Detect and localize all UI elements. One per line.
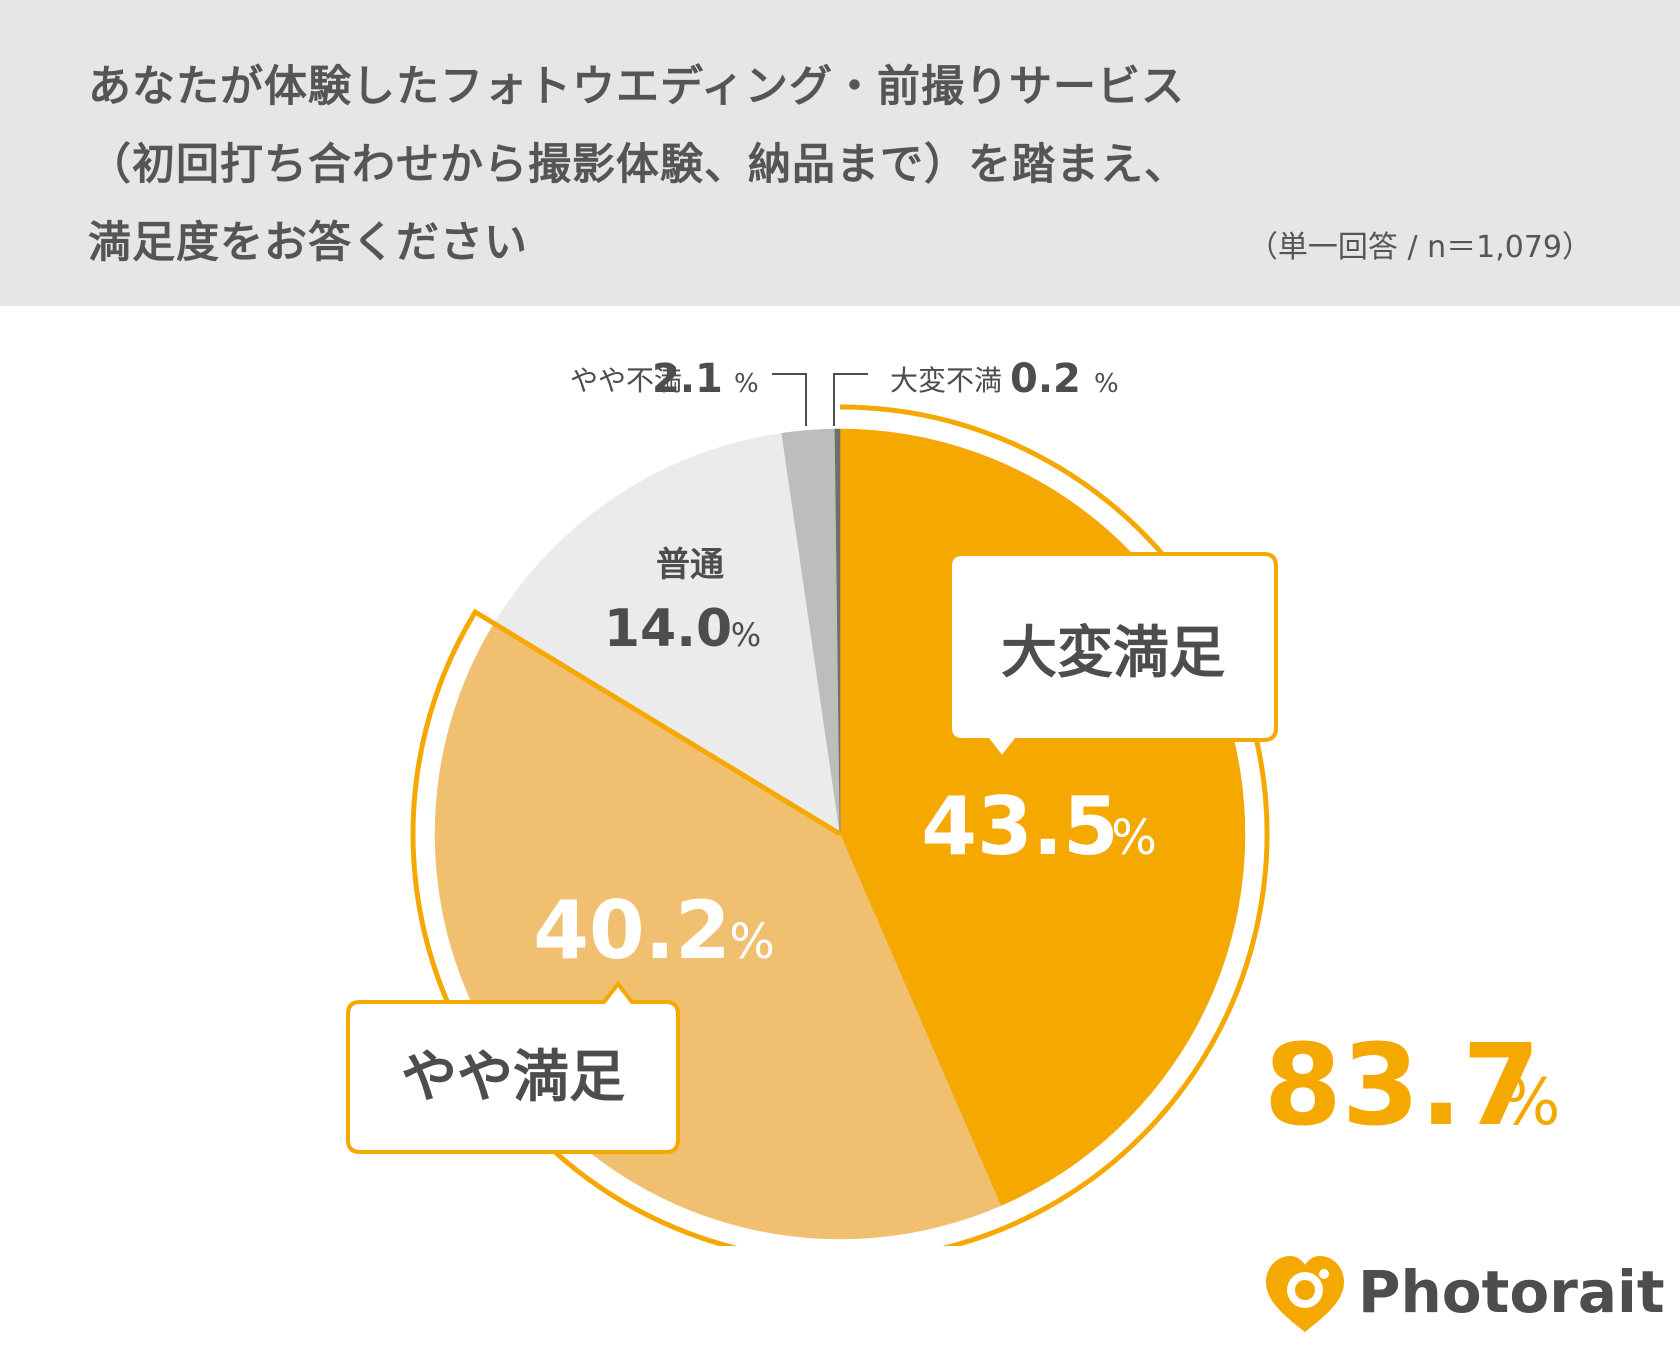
heart-camera-icon bbox=[1266, 1256, 1344, 1332]
chart-title-line-2: （初回打ち合わせから撮影体験、納品まで）を踏まえ、 bbox=[88, 140, 1188, 190]
pie-chart: やや不満 2.1 % 大変不満 0.2 % 普通 14.0 % 大変満足 43.… bbox=[346, 356, 1561, 1246]
pie-slice-5 bbox=[834, 428, 841, 835]
label-yaya-manzoku: やや満足 bbox=[401, 1045, 625, 1110]
total-satisfied-value: 83.7 bbox=[1264, 1021, 1540, 1151]
callout-taihen-manzoku: 大変満足 bbox=[948, 552, 1278, 762]
pie-slice-3 bbox=[493, 432, 841, 835]
unit-taihen-fuman: % bbox=[1094, 369, 1119, 399]
callout-yaya-manzoku: やや満足 bbox=[346, 980, 680, 1154]
unit-yaya-manzoku: % bbox=[729, 914, 775, 970]
label-taihen-manzoku: 大変満足 bbox=[1001, 621, 1225, 686]
value-yaya-fuman: 2.1 bbox=[652, 356, 723, 402]
value-futsuu: 14.0 bbox=[604, 599, 732, 659]
label-yaya-fuman: やや不満 bbox=[570, 364, 682, 397]
connector-line-yaya-fuman bbox=[772, 373, 807, 426]
unit-futsuu: % bbox=[731, 616, 761, 654]
chart-title-line-3: 満足度をお答ください bbox=[88, 218, 528, 268]
sample-size-note: （単一回答 / n＝1,079） bbox=[1247, 230, 1592, 265]
unit-yaya-fuman: % bbox=[734, 369, 759, 399]
callout-box-taihen-manzoku bbox=[948, 552, 1278, 762]
photorait-logo: Photorait bbox=[1262, 1252, 1665, 1332]
value-taihen-manzoku: 43.5 bbox=[921, 780, 1118, 873]
label-futsuu: 普通 bbox=[656, 545, 724, 585]
label-taihen-fuman: 大変不満 bbox=[890, 364, 1002, 397]
connector-line-taihen-fuman bbox=[833, 373, 868, 426]
value-yaya-manzoku: 40.2 bbox=[533, 884, 730, 977]
chart-title-line-1: あなたが体験したフォトウエディング・前撮りサービス bbox=[88, 62, 1185, 112]
logo-text: Photorait bbox=[1358, 1258, 1665, 1326]
callout-box-yaya-manzoku bbox=[346, 980, 680, 1154]
chart-header: あなたが体験したフォトウエディング・前撮りサービス （初回打ち合わせから撮影体験… bbox=[0, 0, 1680, 306]
total-satisfied-unit: % bbox=[1500, 1066, 1561, 1140]
value-taihen-fuman: 0.2 bbox=[1010, 356, 1081, 402]
unit-taihen-manzoku: % bbox=[1111, 810, 1157, 866]
